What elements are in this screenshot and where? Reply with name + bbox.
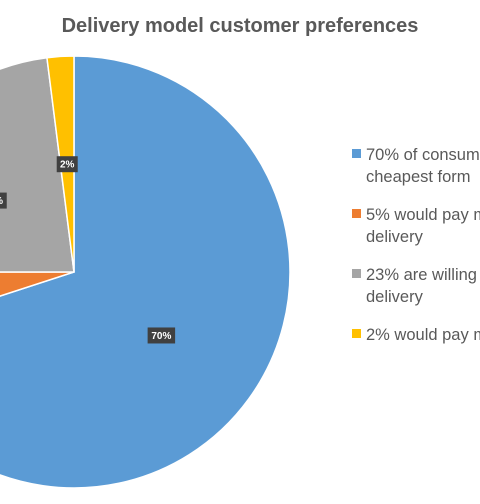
data-label-box: [147, 327, 176, 344]
legend-item: 2% would pay m: [352, 326, 480, 344]
pie-slices: [0, 55, 291, 489]
data-label-2pct: 2%: [56, 156, 78, 173]
legend-label: delivery: [366, 288, 424, 306]
pie-data-labels: 70%5%23%2%: [0, 156, 176, 344]
pie-slice-23pct: [0, 56, 75, 273]
data-label-box: [56, 156, 78, 173]
legend-swatch: [352, 269, 361, 278]
pie-slice-70pct: [0, 55, 291, 489]
legend-swatch: [352, 209, 361, 218]
data-label-text: 2%: [60, 160, 75, 171]
legend-item: 5% would pay m delivery: [352, 206, 480, 246]
legend-item: 23% are willing delivery: [352, 266, 477, 306]
legend-label: cheapest form: [366, 168, 471, 186]
legend-label: 2% would pay m: [366, 326, 480, 344]
pie-slice-5pct: [0, 271, 75, 297]
data-label-70pct: 70%: [147, 327, 176, 344]
legend-label: 5% would pay m: [366, 206, 480, 224]
legend-item: 70% of consum cheapest form: [352, 146, 480, 186]
legend-label: delivery: [366, 228, 424, 246]
data-label-text: 70%: [151, 331, 171, 342]
legend-label: 23% are willing: [366, 266, 477, 284]
chart-legend: 70% of consum cheapest form 5% would pay m…: [352, 146, 480, 344]
legend-swatch: [352, 329, 361, 338]
data-label-23pct: 23%: [0, 192, 7, 209]
legend-label: 70% of consum: [366, 146, 480, 164]
data-label-text: 23%: [0, 196, 3, 207]
legend-swatch: [352, 149, 361, 158]
chart-title: Delivery model customer preferences: [62, 15, 419, 37]
data-label-box: [0, 192, 7, 209]
